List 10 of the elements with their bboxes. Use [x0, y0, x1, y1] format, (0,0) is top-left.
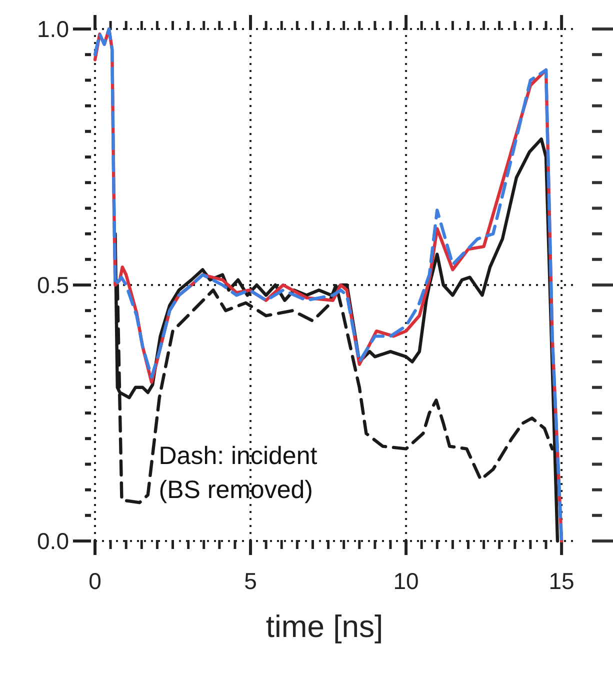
y-tick-label: 1.0	[37, 16, 69, 42]
y-tick-label: 0.5	[37, 272, 69, 298]
x-tick-label: 10	[393, 568, 419, 594]
y-tick-label: 0.0	[37, 528, 69, 554]
line-series	[93, 27, 564, 543]
x-tick-label: 0	[88, 568, 102, 594]
x-tick-label: 15	[548, 568, 574, 594]
annotation: Dash: incident (BS removed)	[158, 442, 318, 504]
x-tick-label: 5	[244, 568, 257, 594]
x-axis-title: time [ns]	[266, 609, 384, 644]
